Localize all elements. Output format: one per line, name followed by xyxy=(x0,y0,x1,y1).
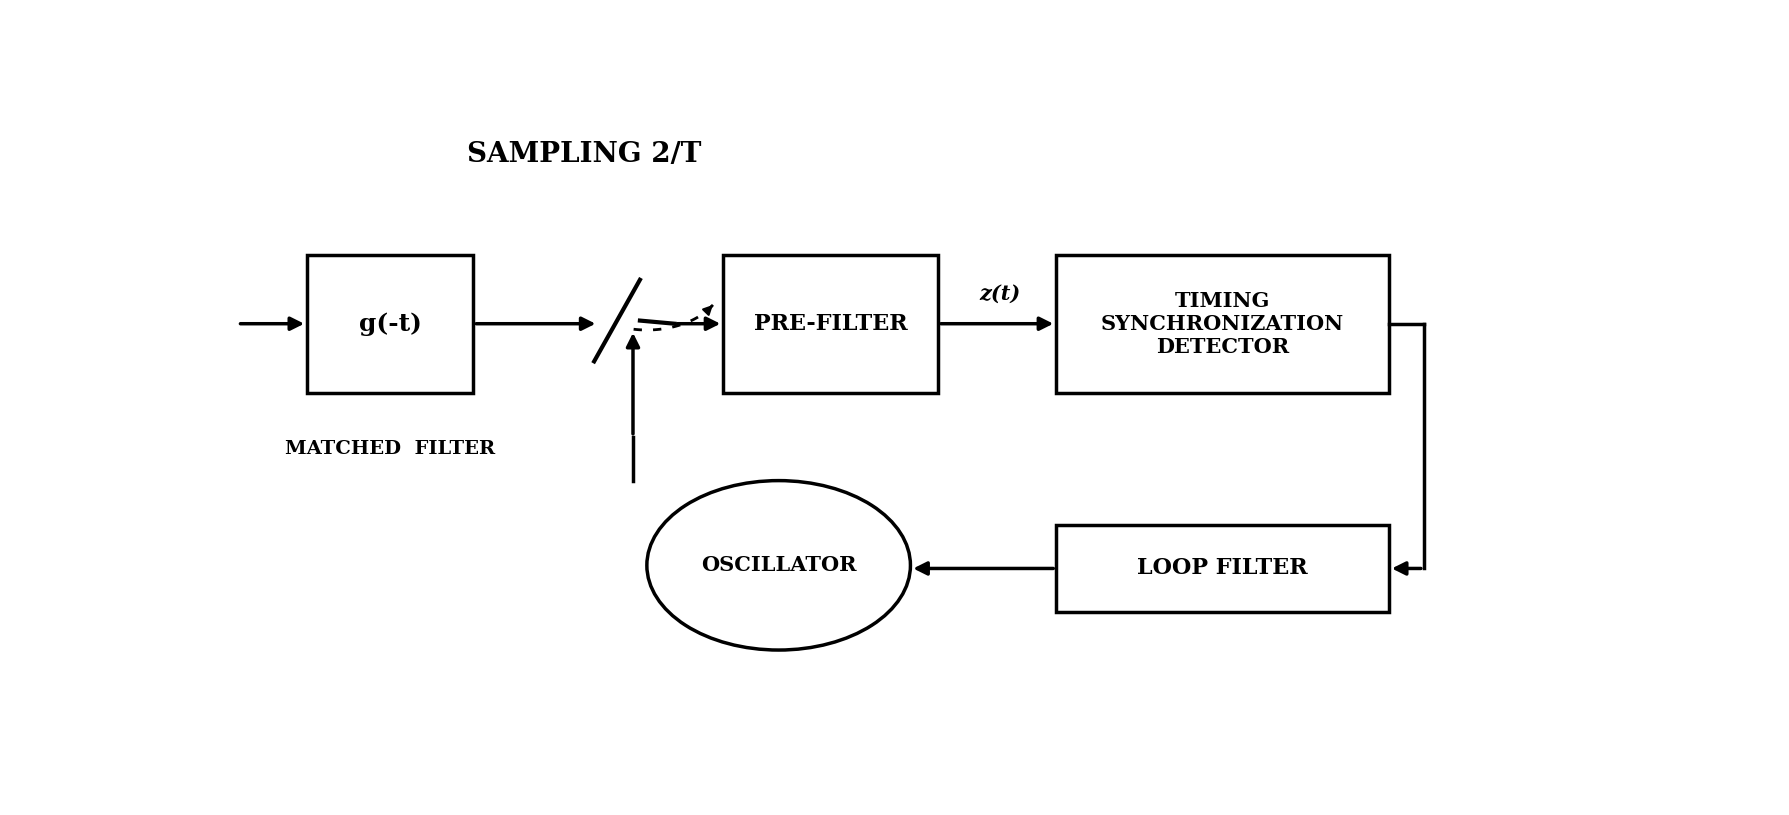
FancyBboxPatch shape xyxy=(308,254,472,393)
Text: TIMING
SYNCHRONIZATION
DETECTOR: TIMING SYNCHRONIZATION DETECTOR xyxy=(1100,290,1344,357)
FancyBboxPatch shape xyxy=(723,254,937,393)
Ellipse shape xyxy=(646,481,911,650)
Text: g(-t): g(-t) xyxy=(358,311,422,336)
FancyBboxPatch shape xyxy=(1056,254,1388,393)
Text: OSCILLATOR: OSCILLATOR xyxy=(701,555,855,575)
Text: LOOP FILTER: LOOP FILTER xyxy=(1136,557,1308,579)
Text: SAMPLING 2/T: SAMPLING 2/T xyxy=(467,141,701,168)
Text: MATCHED  FILTER: MATCHED FILTER xyxy=(284,440,496,458)
Text: z(t): z(t) xyxy=(979,284,1020,304)
Text: PRE-FILTER: PRE-FILTER xyxy=(753,313,907,335)
FancyBboxPatch shape xyxy=(1056,525,1388,612)
